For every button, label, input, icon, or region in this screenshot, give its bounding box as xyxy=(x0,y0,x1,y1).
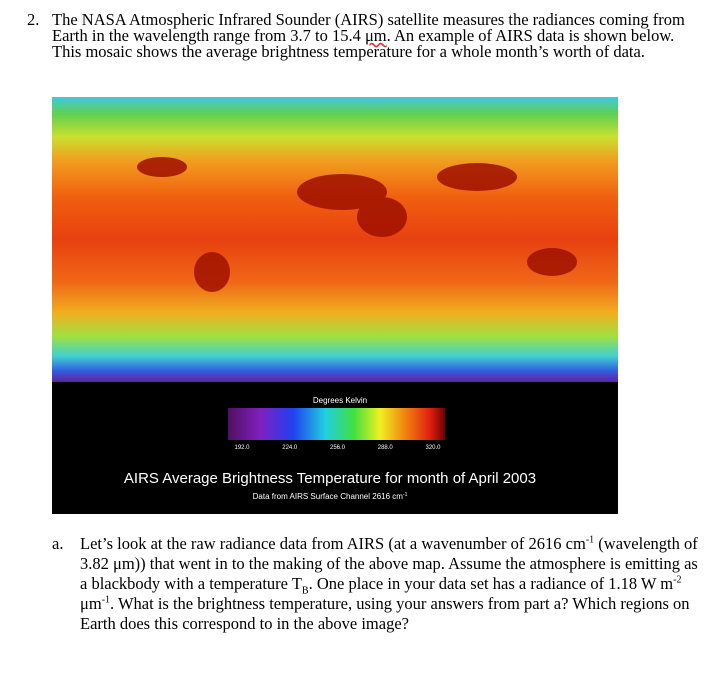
legend-panel xyxy=(52,382,618,514)
colorbar-tick-label: 288.0 xyxy=(378,445,394,451)
question-text: The NASA Atmospheric Infrared Sounder (A… xyxy=(52,10,692,61)
figure-subtitle: Data from AIRS Surface Channel 2616 cm-1 xyxy=(253,492,408,501)
text: (wavelength of 3.82 μm)) that went in to… xyxy=(80,534,698,593)
colorbar-tick-label: 224.0 xyxy=(282,445,298,451)
text: μm xyxy=(364,26,387,45)
colorbar xyxy=(228,408,445,440)
text: Data from AIRS Surface Channel 2616 cm xyxy=(253,492,404,501)
text: -1 xyxy=(403,492,408,498)
colorbar-title: Degrees Kelvin xyxy=(313,396,367,405)
text: . What is the brightness temperature, us… xyxy=(80,594,690,633)
text: . An example of AIRS data is shown below… xyxy=(52,26,675,61)
part-text: Let’s look at the raw radiance data from… xyxy=(80,534,705,634)
figure: Degrees Kelvin 192.0 224.0 256.0 288.0 320.0… xyxy=(52,97,618,514)
text: μm xyxy=(80,594,102,613)
text: The NASA Atmospheric Infrared Sounder (A… xyxy=(52,10,685,45)
text: -1 xyxy=(585,534,595,546)
text: Let’s look at the raw radiance data from… xyxy=(80,534,586,553)
colorbar-tick-label: 320.0 xyxy=(425,445,441,451)
text: . One place in your data set has a radia… xyxy=(308,574,674,593)
text: B xyxy=(301,585,309,597)
text: -2 xyxy=(673,574,682,586)
part-label: a. xyxy=(52,534,64,553)
figure-title: AIRS Average Brightness Temperature for … xyxy=(124,470,536,487)
colorbar-tick-label: 256.0 xyxy=(330,445,346,451)
land-masses xyxy=(137,157,577,292)
text: -1 xyxy=(101,594,111,606)
colorbar-tick-label: 192.0 xyxy=(234,445,250,451)
question-number: 2. xyxy=(27,10,40,29)
map xyxy=(52,97,618,382)
